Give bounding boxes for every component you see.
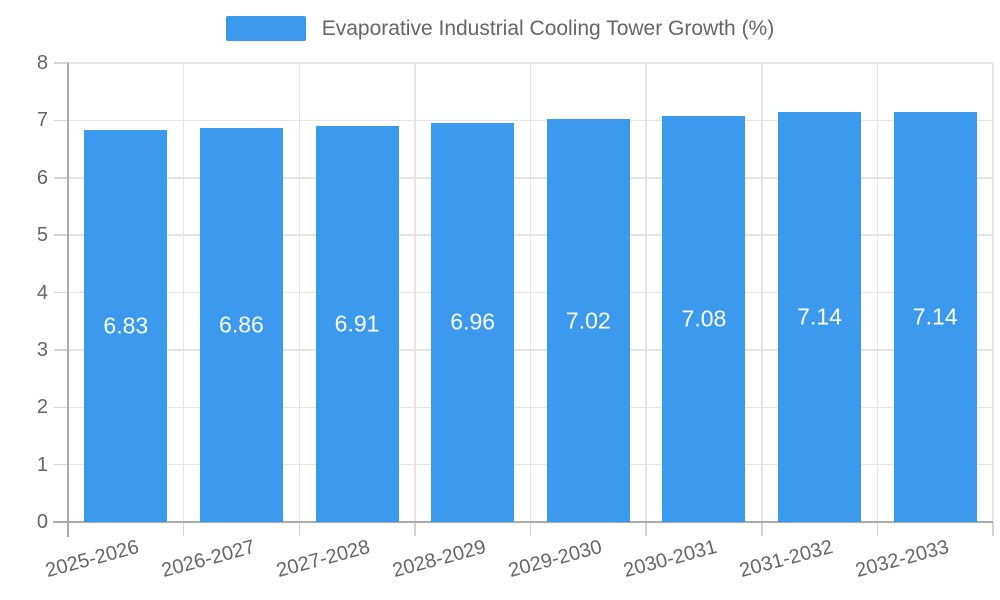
y-axis-tick-label: 4 [36, 281, 48, 304]
bar-value-label: 6.96 [450, 308, 496, 335]
x-axis-tick [645, 522, 647, 536]
bar[interactable] [431, 122, 515, 522]
x-axis-tick [529, 522, 532, 536]
x-axis-tick [182, 522, 185, 536]
bar[interactable] [893, 112, 977, 522]
y-axis-tick [54, 406, 68, 408]
bar-value-label: 6.91 [334, 310, 380, 337]
legend-item[interactable]: Evaporative Industrial Cooling Tower Gro… [225, 16, 775, 41]
y-axis-tick [54, 119, 68, 122]
y-axis-line [67, 63, 69, 537]
vertical-gridline [529, 63, 532, 522]
x-axis-tick-label: 2025-2026 [43, 536, 142, 583]
x-axis-tick-label: 2026-2027 [159, 536, 258, 583]
vertical-gridline [645, 63, 647, 522]
bar[interactable] [662, 115, 746, 522]
bar-value-label: 7.08 [681, 305, 727, 332]
y-axis-tick-label: 1 [36, 453, 48, 476]
y-axis-tick [54, 177, 68, 179]
bar-value-label: 7.14 [912, 303, 958, 330]
y-axis-tick [54, 291, 68, 294]
vertical-gridline [298, 63, 300, 522]
bar[interactable] [199, 128, 283, 522]
bar-value-label: 7.02 [565, 307, 611, 334]
y-axis-tick-label: 5 [36, 224, 48, 247]
x-axis-tick-label: 2032-2033 [852, 536, 951, 583]
vertical-gridline [876, 63, 879, 522]
x-axis-line [53, 521, 993, 523]
x-axis-tick [992, 522, 994, 536]
x-axis-tick-label: 2030-2031 [621, 536, 720, 583]
x-axis-tick-label: 2029-2030 [505, 536, 605, 583]
y-axis-tick-label: 6 [36, 166, 48, 189]
vertical-gridline [414, 63, 416, 522]
bar[interactable] [546, 119, 630, 522]
legend-label: Evaporative Industrial Cooling Tower Gro… [321, 16, 775, 40]
vertical-gridline [992, 63, 994, 522]
y-axis-tick [54, 349, 68, 351]
y-axis-tick [54, 463, 68, 466]
vertical-gridline [182, 63, 185, 522]
y-axis-tick-label: 2 [36, 396, 48, 419]
y-axis-tick-label: 8 [36, 52, 48, 74]
x-axis-tick [876, 522, 879, 536]
y-axis-tick-label: 0 [36, 511, 48, 533]
bar-value-label: 7.14 [797, 303, 842, 330]
bar-value-label: 6.86 [219, 311, 264, 338]
x-axis-tick-label: 2031-2032 [737, 536, 836, 583]
x-axis-tick-label: 2028-2029 [390, 536, 489, 583]
chart-legend: Evaporative Industrial Cooling Tower Gro… [0, 16, 1000, 41]
legend-swatch [225, 16, 306, 41]
bar[interactable] [778, 112, 862, 522]
x-axis-tick [761, 522, 763, 536]
vertical-gridline [761, 63, 763, 522]
y-axis-tick [54, 62, 68, 64]
x-axis-tick [414, 522, 416, 536]
bar[interactable] [84, 130, 168, 522]
bar[interactable] [315, 125, 399, 522]
x-axis-tick [298, 522, 300, 536]
y-axis-tick [54, 234, 68, 236]
bar-value-label: 6.83 [103, 312, 149, 339]
y-axis-tick-label: 3 [36, 338, 48, 361]
y-axis-tick-label: 7 [36, 109, 48, 132]
x-axis-tick-label: 2027-2028 [274, 536, 373, 583]
